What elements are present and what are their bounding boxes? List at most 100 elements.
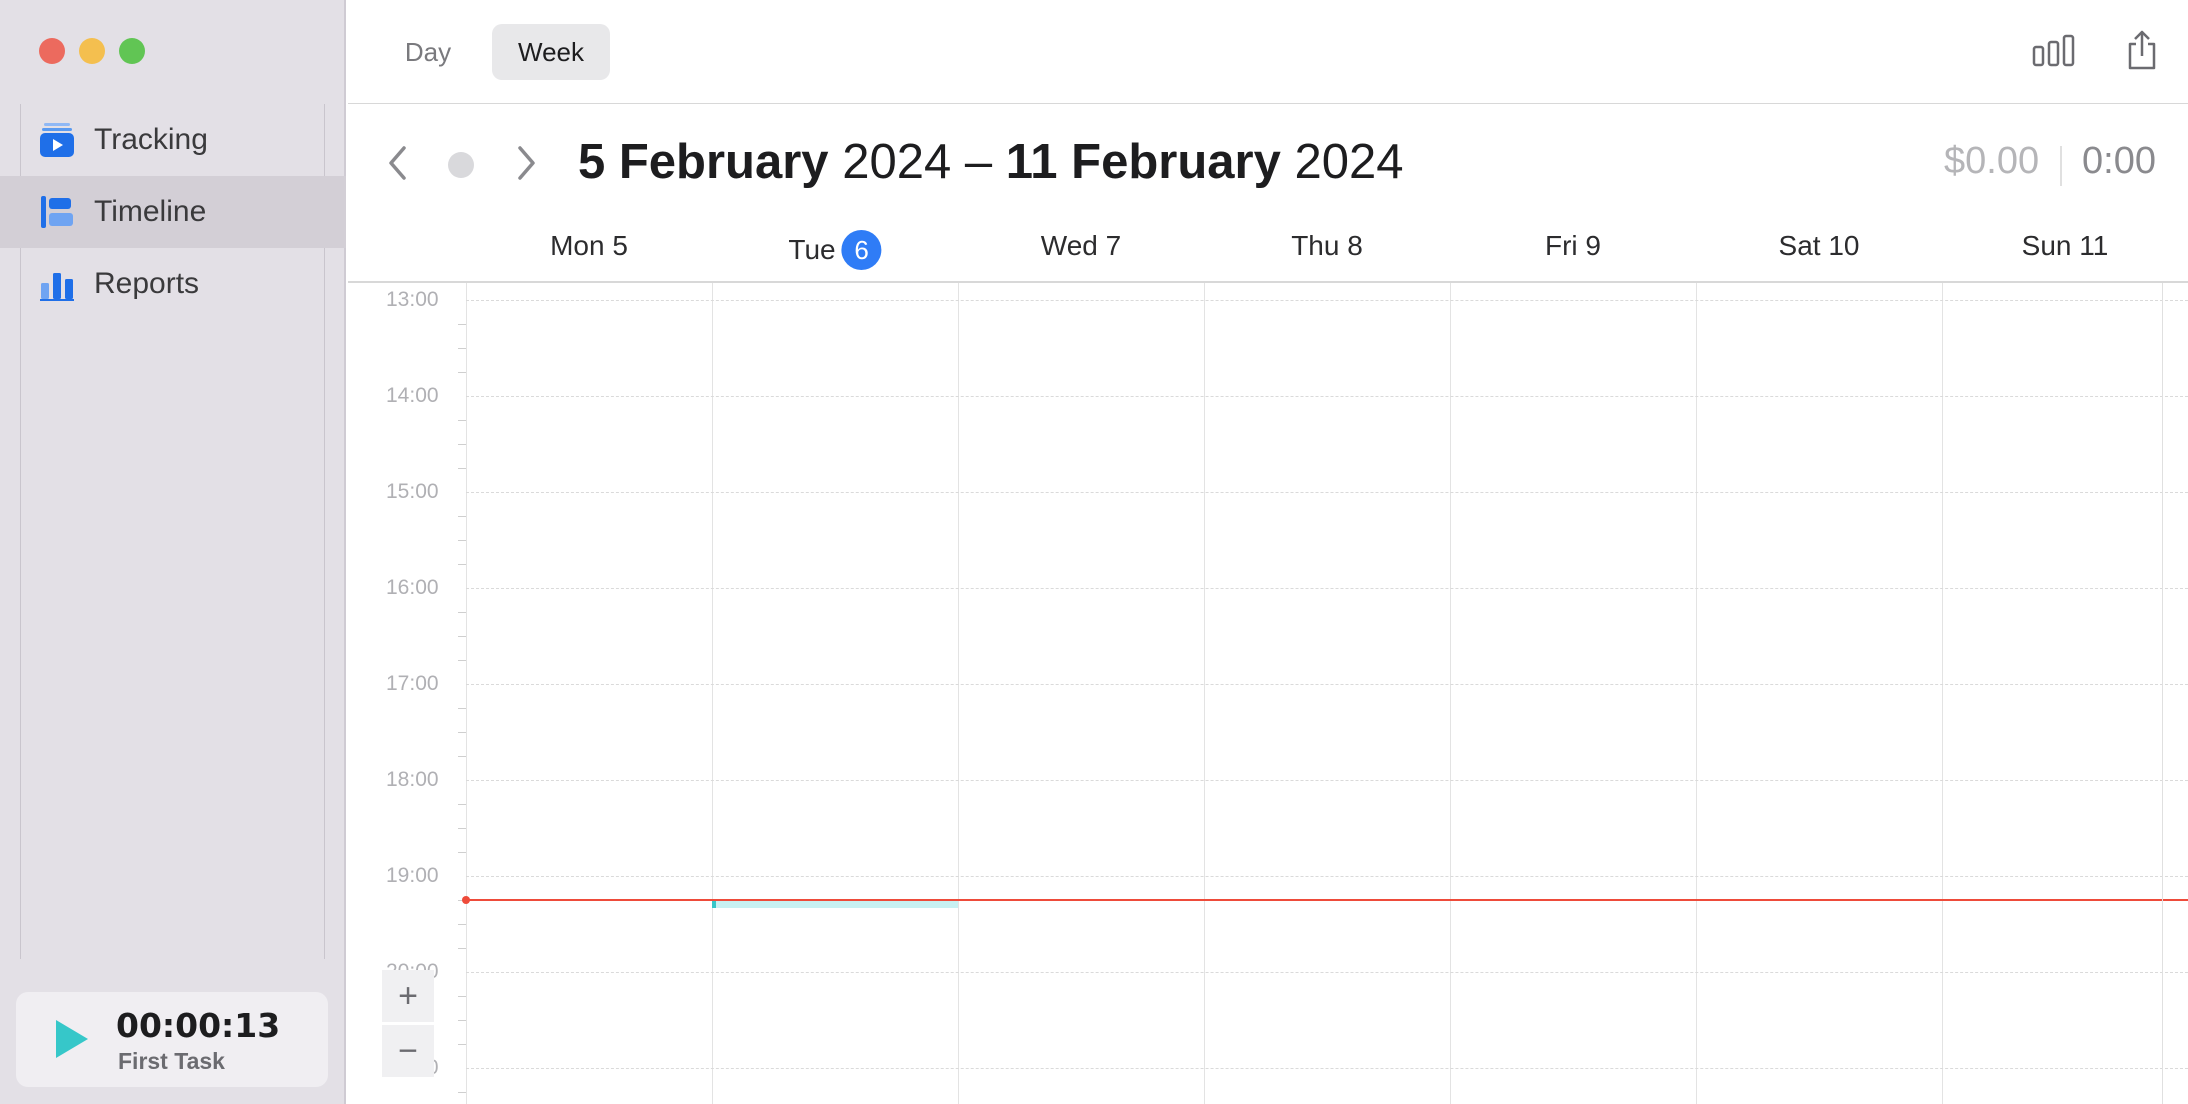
day-label: Fri 9 xyxy=(1545,230,1601,261)
play-icon[interactable] xyxy=(56,1020,88,1058)
hour-label: 16:00 xyxy=(386,576,439,599)
sidebar-item-label: Reports xyxy=(94,267,200,300)
sidebar-divider xyxy=(20,104,21,959)
quarter-hour-tick xyxy=(458,660,466,661)
quarter-hour-tick xyxy=(458,996,466,997)
day-label: Sun 11 xyxy=(2021,230,2109,261)
share-icon xyxy=(2125,29,2159,76)
hour-label: 18:00 xyxy=(386,768,439,791)
reports-toggle-button[interactable] xyxy=(2010,0,2098,104)
hour-label: 15:00 xyxy=(386,480,439,503)
sidebar-divider xyxy=(324,104,325,959)
tab-week[interactable]: Week xyxy=(492,24,610,80)
hour-gridline xyxy=(466,780,2188,781)
close-window-button[interactable] xyxy=(39,38,65,64)
sidebar-item-reports[interactable]: Reports xyxy=(0,248,346,320)
next-week-button[interactable] xyxy=(514,142,538,194)
current-time-indicator xyxy=(466,899,2188,901)
zoom-in-button[interactable]: + xyxy=(382,970,434,1022)
day-column-divider xyxy=(1450,283,1451,1104)
range-end: 11 February xyxy=(1005,135,1281,189)
day-header-sun: Sun 11 xyxy=(2022,230,2109,262)
sidebar-item-tracking[interactable]: Tracking xyxy=(0,104,346,176)
hour-gridline xyxy=(466,300,2188,301)
hour-gridline xyxy=(466,588,2188,589)
time-entry-block[interactable] xyxy=(712,900,958,908)
sidebar-item-label: Timeline xyxy=(94,195,207,228)
sidebar-item-label: Tracking xyxy=(94,123,208,156)
share-button[interactable] xyxy=(2098,0,2186,104)
sidebar-item-timeline[interactable]: Timeline xyxy=(0,176,346,248)
day-column-divider xyxy=(958,283,959,1104)
zoom-out-button[interactable]: − xyxy=(382,1025,434,1077)
hour-label: 19:00 xyxy=(386,864,439,887)
reports-icon xyxy=(38,265,76,303)
day-label: Tue xyxy=(788,234,836,265)
chart-bars-icon xyxy=(2032,33,2076,72)
day-column-divider xyxy=(712,283,713,1104)
today-badge: 6 xyxy=(841,230,882,270)
hour-label: 14:00 xyxy=(386,384,439,407)
day-header-sat: Sat 10 xyxy=(1779,230,1860,262)
quarter-hour-tick xyxy=(458,612,466,613)
tab-day[interactable]: Day xyxy=(404,36,452,67)
day-column-divider xyxy=(466,283,467,1104)
quarter-hour-tick xyxy=(458,1044,466,1045)
day-label: Thu 8 xyxy=(1291,230,1363,261)
quarter-hour-tick xyxy=(458,708,466,709)
go-to-today-button[interactable] xyxy=(448,152,474,178)
active-timer[interactable]: 00:00:13 First Task xyxy=(16,992,328,1087)
day-label: Wed 7 xyxy=(1040,230,1122,261)
quarter-hour-tick xyxy=(458,924,466,925)
day-column-divider xyxy=(1942,283,1943,1104)
hour-label: 17:00 xyxy=(386,672,439,695)
day-label: Sat 10 xyxy=(1778,230,1860,261)
day-column-divider xyxy=(1204,283,1205,1104)
hour-label: 13:00 xyxy=(386,288,439,311)
hour-gridline xyxy=(466,684,2188,685)
day-header-tue: Tue 6 xyxy=(788,230,882,270)
divider xyxy=(2060,146,2062,186)
toolbar: Day Week xyxy=(348,0,2188,104)
quarter-hour-tick xyxy=(458,852,466,853)
quarter-hour-tick xyxy=(458,324,466,325)
quarter-hour-tick xyxy=(458,636,466,637)
header-divider xyxy=(348,281,2188,283)
timeline-icon xyxy=(38,193,76,231)
range-end-year: 2024 xyxy=(1294,135,1404,189)
day-header-mon: Mon 5 xyxy=(550,230,628,262)
quarter-hour-tick xyxy=(458,348,466,349)
quarter-hour-tick xyxy=(458,756,466,757)
week-timeline-grid[interactable]: 13:0014:0015:0016:0017:0018:0019:0020:00… xyxy=(348,283,2188,1104)
timer-task-name: First Task xyxy=(118,1048,225,1074)
sidebar: Tracking Timeline Reports 00:00:13 First… xyxy=(0,0,346,1104)
quarter-hour-tick xyxy=(458,516,466,517)
range-start-year: 2024 xyxy=(842,135,952,189)
day-label: Mon 5 xyxy=(550,230,628,261)
total-duration: 0:00 xyxy=(2082,140,2156,182)
range-start: 5 February xyxy=(578,135,829,189)
hour-gridline xyxy=(466,396,2188,397)
quarter-hour-tick xyxy=(458,732,466,733)
previous-week-button[interactable] xyxy=(386,142,410,194)
day-header-thu: Thu 8 xyxy=(1291,230,1363,262)
minimize-window-button[interactable] xyxy=(79,38,105,64)
timeline-scroll-edge xyxy=(2162,283,2188,1104)
day-column-divider xyxy=(1696,283,1697,1104)
chevron-left-icon xyxy=(389,146,406,180)
quarter-hour-tick xyxy=(458,540,466,541)
date-range-title: 5 February 2024 – 11 February 2024 xyxy=(578,134,1403,190)
quarter-hour-tick xyxy=(458,372,466,373)
tracking-icon xyxy=(38,121,76,159)
quarter-hour-tick xyxy=(458,564,466,565)
zoom-window-button[interactable] xyxy=(119,38,145,64)
total-amount: $0.00 xyxy=(1944,140,2040,182)
quarter-hour-tick xyxy=(458,420,466,421)
range-separator: – xyxy=(964,135,993,189)
timer-elapsed: 00:00:13 xyxy=(116,1006,281,1045)
day-header-fri: Fri 9 xyxy=(1545,230,1601,262)
quarter-hour-tick xyxy=(458,1092,466,1093)
quarter-hour-tick xyxy=(458,828,466,829)
quarter-hour-tick xyxy=(458,1020,466,1021)
quarter-hour-tick xyxy=(458,468,466,469)
